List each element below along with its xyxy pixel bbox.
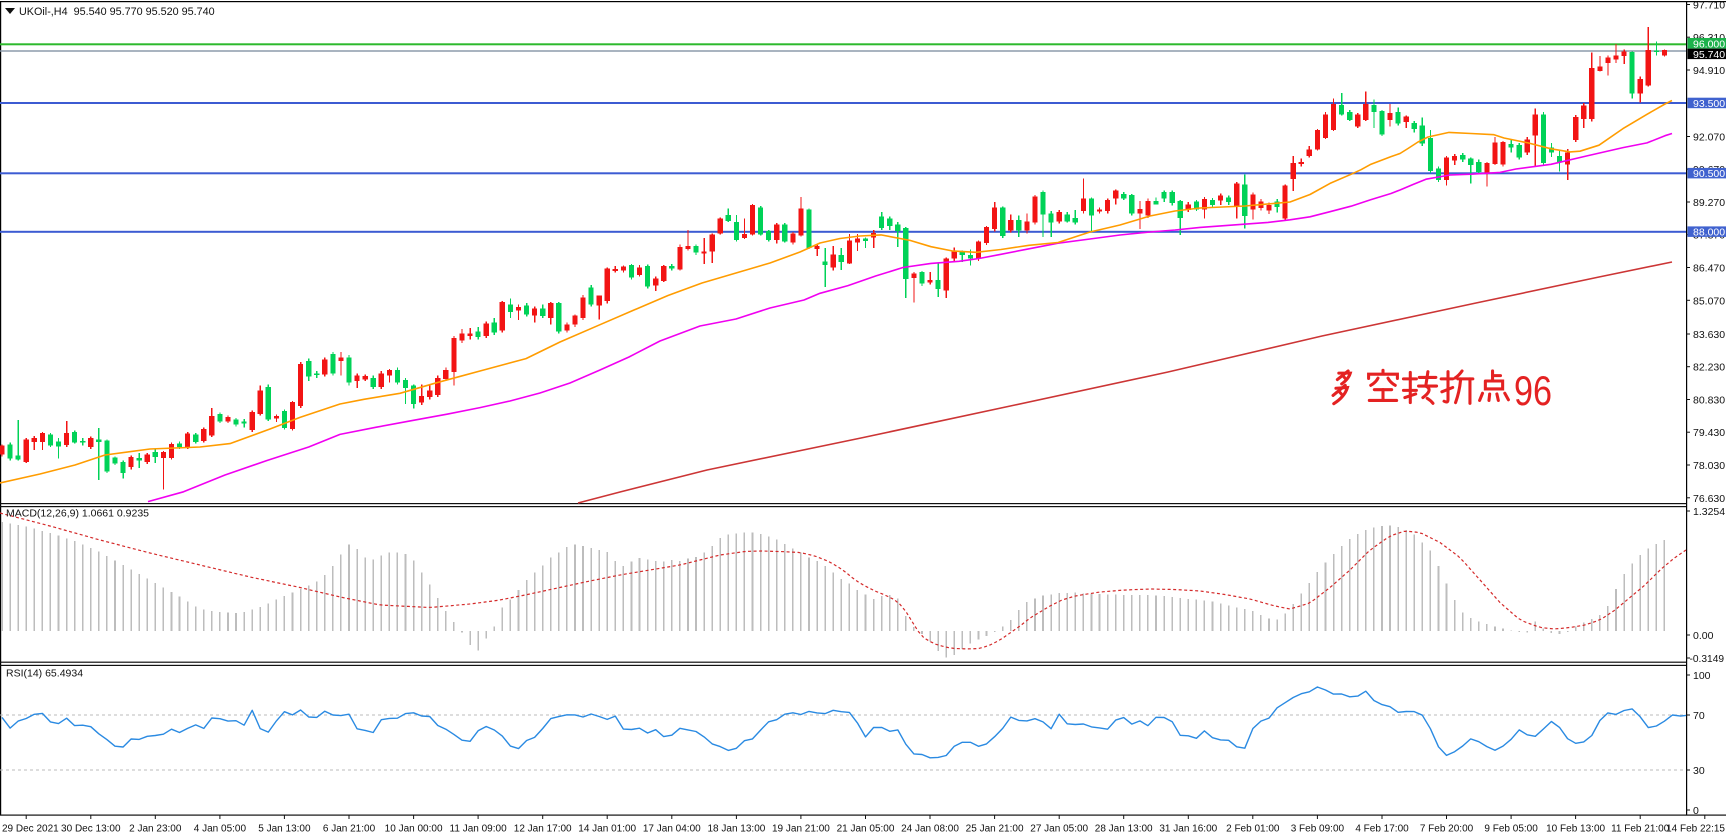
svg-text:11 Feb 21:00: 11 Feb 21:00 bbox=[1611, 824, 1670, 835]
svg-text:7 Feb 20:00: 7 Feb 20:00 bbox=[1420, 824, 1474, 835]
svg-text:97.710: 97.710 bbox=[1693, 0, 1725, 12]
svg-text:UKOil-,H4 95.540 95.770 95.52: UKOil-,H4 95.540 95.770 95.520 95.740 bbox=[19, 6, 215, 18]
svg-text:27 Jan 05:00: 27 Jan 05:00 bbox=[1030, 824, 1088, 835]
svg-text:1.3254: 1.3254 bbox=[1693, 506, 1725, 518]
svg-text:10 Feb 13:00: 10 Feb 13:00 bbox=[1546, 824, 1605, 835]
svg-text:RSI(14) 65.4934: RSI(14) 65.4934 bbox=[6, 668, 83, 680]
svg-text:14 Jan 01:00: 14 Jan 01:00 bbox=[578, 824, 636, 835]
svg-text:31 Jan 16:00: 31 Jan 16:00 bbox=[1159, 824, 1217, 835]
svg-text:9 Feb 05:00: 9 Feb 05:00 bbox=[1484, 824, 1538, 835]
svg-text:85.070: 85.070 bbox=[1693, 295, 1725, 307]
svg-text:94.910: 94.910 bbox=[1693, 65, 1725, 77]
svg-text:3 Feb 09:00: 3 Feb 09:00 bbox=[1291, 824, 1345, 835]
svg-text:95.740: 95.740 bbox=[1693, 49, 1725, 61]
svg-text:92.070: 92.070 bbox=[1693, 132, 1725, 144]
svg-text:29 Dec 2021: 29 Dec 2021 bbox=[2, 824, 59, 835]
svg-text:83.630: 83.630 bbox=[1693, 329, 1725, 341]
svg-text:19 Jan 21:00: 19 Jan 21:00 bbox=[772, 824, 830, 835]
svg-text:0: 0 bbox=[1693, 805, 1699, 817]
svg-text:14 Feb 22:15: 14 Feb 22:15 bbox=[1666, 824, 1725, 835]
svg-text:82.230: 82.230 bbox=[1693, 362, 1725, 374]
svg-text:76.630: 76.630 bbox=[1693, 493, 1725, 505]
svg-text:70: 70 bbox=[1693, 710, 1705, 722]
svg-text:10 Jan 00:00: 10 Jan 00:00 bbox=[385, 824, 443, 835]
svg-text:80.830: 80.830 bbox=[1693, 395, 1725, 407]
svg-text:25 Jan 21:00: 25 Jan 21:00 bbox=[966, 824, 1024, 835]
svg-text:2 Feb 01:00: 2 Feb 01:00 bbox=[1226, 824, 1280, 835]
svg-text:89.270: 89.270 bbox=[1693, 197, 1725, 209]
svg-text:11 Jan 09:00: 11 Jan 09:00 bbox=[450, 824, 508, 835]
svg-text:17 Jan 04:00: 17 Jan 04:00 bbox=[643, 824, 701, 835]
svg-text:78.030: 78.030 bbox=[1693, 460, 1725, 472]
svg-text:30: 30 bbox=[1693, 765, 1705, 777]
svg-text:30 Dec 13:00: 30 Dec 13:00 bbox=[61, 824, 121, 835]
svg-text:90.500: 90.500 bbox=[1693, 168, 1725, 180]
svg-text:4 Feb 17:00: 4 Feb 17:00 bbox=[1355, 824, 1409, 835]
svg-text:5 Jan 13:00: 5 Jan 13:00 bbox=[258, 824, 311, 835]
svg-text:93.500: 93.500 bbox=[1693, 98, 1725, 110]
svg-text:2 Jan 23:00: 2 Jan 23:00 bbox=[129, 824, 182, 835]
svg-text:79.430: 79.430 bbox=[1693, 427, 1725, 439]
svg-text:28 Jan 13:00: 28 Jan 13:00 bbox=[1095, 824, 1153, 835]
svg-text:86.470: 86.470 bbox=[1693, 263, 1725, 275]
svg-text:4 Jan 05:00: 4 Jan 05:00 bbox=[194, 824, 247, 835]
svg-text:0.00: 0.00 bbox=[1693, 630, 1714, 642]
svg-text:21 Jan 05:00: 21 Jan 05:00 bbox=[837, 824, 895, 835]
svg-text:6 Jan 21:00: 6 Jan 21:00 bbox=[323, 824, 376, 835]
svg-text:MACD(12,26,9) 1.0661 0.9235: MACD(12,26,9) 1.0661 0.9235 bbox=[6, 508, 149, 520]
svg-text:12 Jan 17:00: 12 Jan 17:00 bbox=[514, 824, 572, 835]
svg-text:96: 96 bbox=[1514, 367, 1552, 414]
svg-text:-0.3149: -0.3149 bbox=[1690, 654, 1725, 665]
svg-text:100: 100 bbox=[1693, 670, 1711, 682]
svg-text:96.000: 96.000 bbox=[1693, 38, 1725, 50]
svg-text:88.000: 88.000 bbox=[1693, 227, 1725, 239]
svg-text:24 Jan 08:00: 24 Jan 08:00 bbox=[901, 824, 959, 835]
svg-text:18 Jan 13:00: 18 Jan 13:00 bbox=[707, 824, 765, 835]
